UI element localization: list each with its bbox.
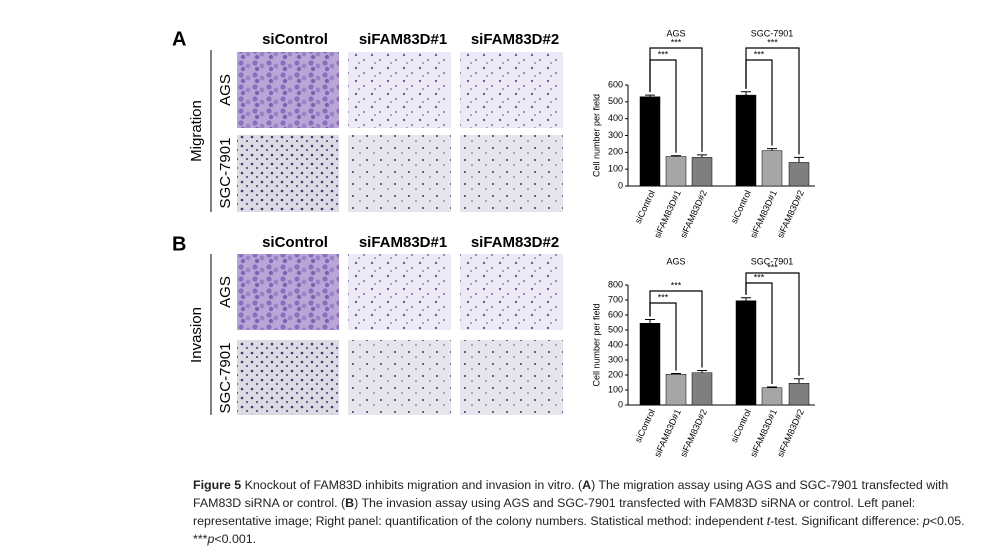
- micrograph: [348, 135, 451, 212]
- bar: [639, 96, 661, 187]
- x-tick-label: siFAM83D#2: [678, 189, 709, 240]
- micrograph: [237, 52, 339, 128]
- x-tick-label: siFAM83D#1: [652, 189, 683, 240]
- row-label: AGS: [217, 276, 234, 308]
- caption-text: B: [345, 496, 355, 510]
- caption-text: p: [207, 532, 215, 546]
- y-tick-label: 500: [608, 324, 623, 334]
- row-label: SGC-7901: [217, 138, 234, 209]
- x-tick-label: siFAM83D#1: [652, 408, 683, 459]
- y-axis-label: Cell number per field: [591, 303, 601, 386]
- caption-text: -test. Significant difference:: [770, 514, 923, 528]
- group-label: AGS: [666, 28, 685, 38]
- micrograph: [460, 340, 563, 415]
- significance-label: ***: [767, 262, 778, 272]
- y-tick-label: 600: [608, 79, 623, 89]
- column-header: siFAM83D#1: [359, 234, 447, 251]
- x-tick-label: siControl: [633, 189, 657, 225]
- y-tick-label: 0: [618, 399, 623, 409]
- caption-text: ) The invasion assay using AGS and SGC-7…: [193, 496, 916, 528]
- y-tick-label: 400: [608, 113, 623, 123]
- caption-text: p: [922, 514, 930, 528]
- significance-bracket: [745, 272, 800, 376]
- micrograph: [460, 135, 563, 212]
- significance-label: ***: [671, 280, 682, 290]
- caption-text: t: [766, 514, 771, 528]
- y-tick-label: 300: [608, 130, 623, 140]
- caption-label: Figure 5: [193, 478, 242, 492]
- micrograph: [237, 254, 339, 330]
- assay-label: Invasion: [188, 307, 205, 363]
- bar: [735, 94, 757, 187]
- caption-text: <0.05. ***: [193, 514, 965, 546]
- y-tick-label: 100: [608, 384, 623, 394]
- significance-label: ***: [754, 49, 765, 59]
- bar: [788, 162, 810, 187]
- x-tick-label: siFAM83D#1: [748, 408, 779, 459]
- group-label: SGC-7901: [751, 256, 794, 266]
- column-header: siFAM83D#2: [471, 234, 559, 251]
- panel-label: A: [172, 28, 186, 50]
- micrograph: [460, 254, 563, 330]
- y-tick-label: 400: [608, 339, 623, 349]
- y-tick-label: 500: [608, 96, 623, 106]
- micrograph: [237, 340, 339, 415]
- y-axis-label: Cell number per field: [591, 94, 601, 177]
- group-label: SGC-7901: [751, 28, 794, 38]
- column-header: siControl: [262, 31, 328, 48]
- assay-label: Migration: [188, 100, 205, 162]
- bar: [665, 374, 687, 406]
- x-tick-label: siFAM83D#2: [775, 408, 806, 459]
- column-header: siControl: [262, 234, 328, 251]
- significance-bracket: [745, 47, 800, 155]
- significance-label: ***: [671, 37, 682, 47]
- bar: [788, 383, 810, 406]
- row-label: AGS: [217, 74, 234, 106]
- micrograph: [460, 52, 563, 128]
- y-tick-label: 200: [608, 147, 623, 157]
- y-tick-label: 600: [608, 309, 623, 319]
- bar: [761, 150, 783, 187]
- significance-label: ***: [754, 272, 765, 282]
- column-header: siFAM83D#2: [471, 31, 559, 48]
- panel-label: B: [172, 233, 186, 255]
- caption-text: ) The migration assay using AGS and SGC-…: [193, 478, 949, 510]
- micrograph: [348, 340, 451, 415]
- group-label: AGS: [666, 256, 685, 266]
- y-tick-label: 700: [608, 294, 623, 304]
- significance-bracket: [649, 290, 703, 368]
- y-tick-label: 800: [608, 279, 623, 289]
- micrograph: [348, 52, 451, 128]
- micrograph: [237, 135, 339, 212]
- y-tick-label: 100: [608, 164, 623, 174]
- significance-label: ***: [658, 292, 669, 302]
- column-header: siFAM83D#1: [359, 31, 447, 48]
- significance-label: ***: [658, 49, 669, 59]
- row-label: SGC-7901: [217, 343, 234, 414]
- figure: A siControl siFAM83D#1 siFAM83D#2 Migrat…: [172, 28, 815, 459]
- bar: [665, 156, 687, 187]
- bar: [639, 323, 661, 406]
- bar: [691, 157, 713, 187]
- bar: [691, 372, 713, 406]
- x-tick-label: siControl: [729, 189, 753, 225]
- y-tick-label: 200: [608, 369, 623, 379]
- y-tick-label: 0: [618, 180, 623, 190]
- significance-bracket: [649, 47, 703, 152]
- x-tick-label: siFAM83D#1: [748, 189, 779, 240]
- caption-text: <0.001.: [214, 532, 257, 546]
- caption-text: A: [582, 478, 592, 492]
- x-tick-label: siControl: [633, 408, 657, 444]
- bar: [761, 387, 783, 406]
- y-tick-label: 300: [608, 354, 623, 364]
- micrograph: [348, 254, 451, 330]
- caption-text: Knockout of FAM83D inhibits migration an…: [241, 478, 583, 492]
- x-tick-label: siFAM83D#2: [678, 408, 709, 459]
- caption: Figure 5 Knockout of FAM83D inhibits mig…: [193, 476, 971, 548]
- x-tick-label: siFAM83D#2: [775, 189, 806, 240]
- bar: [735, 300, 757, 406]
- significance-label: ***: [767, 37, 778, 47]
- x-tick-label: siControl: [729, 408, 753, 444]
